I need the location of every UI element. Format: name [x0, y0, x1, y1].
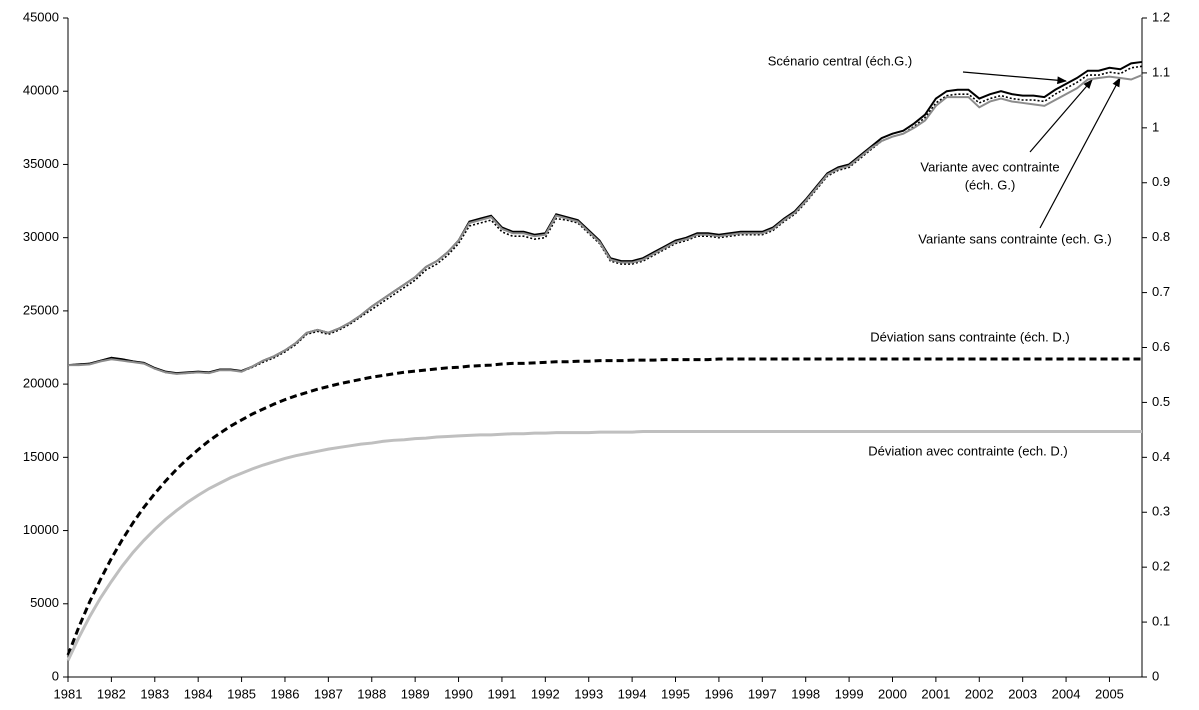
- y-tick-label: 45000: [23, 9, 59, 24]
- x-tick-label: 1995: [661, 686, 690, 701]
- x-tick-label: 1999: [835, 686, 864, 701]
- x-tick-label: 1991: [487, 686, 516, 701]
- x-tick-label: 1997: [748, 686, 777, 701]
- y-tick-label: 10000: [23, 522, 59, 537]
- series-line: [67, 60, 1143, 375]
- y2-tick-label: 0.6: [1152, 339, 1170, 354]
- y-tick-label: 35000: [23, 156, 59, 171]
- annotation: (éch. G.): [965, 177, 1016, 192]
- x-tick-label: 1986: [271, 686, 300, 701]
- y2-tick-label: 0.1: [1152, 614, 1170, 629]
- y2-tick-label: 0.9: [1152, 174, 1170, 189]
- y-tick-label: 20000: [23, 376, 59, 391]
- y2-tick-label: 0.8: [1152, 229, 1170, 244]
- y-tick-label: 30000: [23, 229, 59, 244]
- annotation: Scénario central (éch.G.): [768, 53, 913, 68]
- x-tick-label: 1992: [531, 686, 560, 701]
- x-tick-label: 1993: [574, 686, 603, 701]
- y2-tick-label: 1: [1152, 119, 1159, 134]
- annotation: Variante sans contrainte (ech. G.): [918, 231, 1111, 246]
- x-tick-label: 2000: [878, 686, 907, 701]
- x-tick-label: 1984: [184, 686, 213, 701]
- x-tick-label: 1988: [357, 686, 386, 701]
- x-tick-label: 1987: [314, 686, 343, 701]
- y2-tick-label: 0.7: [1152, 284, 1170, 299]
- y-tick-label: 15000: [23, 449, 59, 464]
- x-tick-label: 1996: [704, 686, 733, 701]
- y2-tick-label: 1.1: [1152, 64, 1170, 79]
- y2-tick-label: 0.2: [1152, 559, 1170, 574]
- x-tick-label: 2003: [1008, 686, 1037, 701]
- series-line: [66, 357, 1142, 656]
- x-tick-label: 2002: [965, 686, 994, 701]
- arrow: [1029, 79, 1093, 153]
- annotation: Variante avec contrainte: [920, 159, 1059, 174]
- x-tick-label: 1990: [444, 686, 473, 701]
- x-tick-label: 1998: [791, 686, 820, 701]
- y2-tick-label: 0.5: [1152, 394, 1170, 409]
- series-line: [68, 74, 1143, 375]
- x-tick-label: 2004: [1052, 686, 1081, 701]
- arrow: [1039, 77, 1121, 229]
- y-tick-label: 40000: [23, 83, 59, 98]
- x-tick-label: 1985: [227, 686, 256, 701]
- x-tick-label: 2001: [921, 686, 950, 701]
- x-tick-label: 1994: [618, 686, 647, 701]
- y-tick-label: 5000: [30, 595, 59, 610]
- arrow: [962, 71, 1067, 85]
- y2-tick-label: 1.2: [1152, 9, 1170, 24]
- y-tick-label: 0: [52, 668, 59, 683]
- y-tick-label: 25000: [23, 302, 59, 317]
- x-tick-label: 1989: [401, 686, 430, 701]
- x-tick-label: 2005: [1095, 686, 1124, 701]
- annotation: Déviation sans contrainte (éch. D.): [870, 329, 1069, 344]
- x-tick-label: 1983: [140, 686, 169, 701]
- y2-tick-label: 0: [1152, 668, 1159, 683]
- series-line: [66, 430, 1142, 662]
- y2-tick-label: 0.3: [1152, 504, 1170, 519]
- x-tick-label: 1982: [97, 686, 126, 701]
- x-tick-label: 1981: [54, 686, 83, 701]
- series-line: [67, 65, 1143, 375]
- annotation: Déviation avec contrainte (ech. D.): [868, 443, 1067, 458]
- y2-tick-label: 0.4: [1152, 449, 1170, 464]
